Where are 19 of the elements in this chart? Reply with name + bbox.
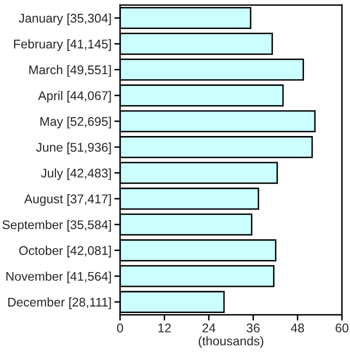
y-tick-label: October [42,081] bbox=[19, 246, 111, 258]
y-tick-label: August [37,417] bbox=[24, 194, 111, 206]
y-tick-label: May [52,695] bbox=[40, 116, 111, 128]
x-tick-label: 48 bbox=[290, 324, 304, 332]
y-tick-label: April [44,067] bbox=[38, 90, 111, 103]
y-tick-label: July [42,483] bbox=[41, 168, 111, 180]
y-tick-label: September [35,584] bbox=[2, 220, 111, 232]
x-tick-label: 0 bbox=[117, 324, 124, 332]
y-tick-label: November [41,564] bbox=[6, 272, 111, 284]
x-axis-title: (thousands) bbox=[198, 336, 264, 348]
y-tick-label: January [35,304] bbox=[18, 13, 111, 26]
x-tick-label: 60 bbox=[336, 324, 348, 332]
y-tick-label: February [41,145] bbox=[14, 39, 111, 51]
x-tick-label: 24 bbox=[202, 324, 216, 332]
x-tick-label: 12 bbox=[158, 324, 171, 332]
x-tick-label: 36 bbox=[246, 324, 260, 332]
y-tick-label: March [49,551] bbox=[29, 65, 111, 77]
y-tick-label: June [51,936] bbox=[36, 142, 111, 154]
y-tick-label: December [28,111] bbox=[8, 297, 111, 310]
